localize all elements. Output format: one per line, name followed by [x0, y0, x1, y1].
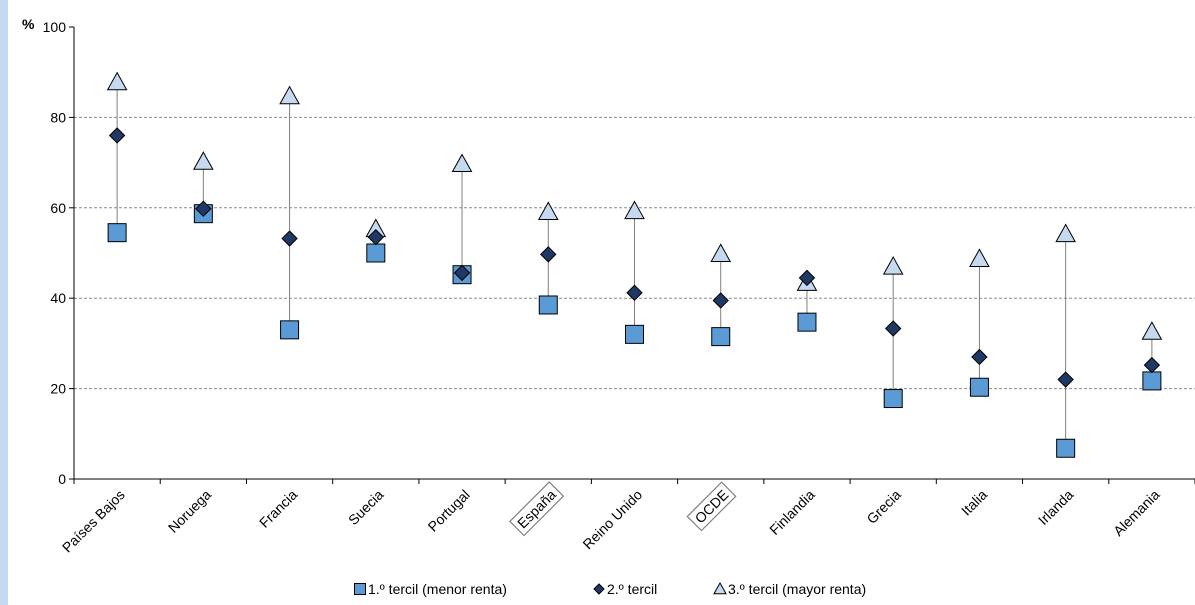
- category-label-group: Italia: [958, 486, 990, 518]
- data-point-triangle: [624, 200, 645, 220]
- category-highlight-box: [509, 481, 565, 537]
- y-tick-label: 40: [50, 290, 66, 306]
- data-point-triangle: [969, 248, 990, 267]
- data-point-diamond: [1057, 371, 1074, 388]
- data-point-square: [280, 320, 300, 340]
- y-tick-label: 0: [58, 471, 66, 487]
- data-point-diamond: [1143, 356, 1161, 374]
- category-label-group: Reino Unido: [579, 486, 645, 552]
- dumbbell-chart: 0 20 40 60 80 100 Países Bajos Noruega Francia S…: [22, 16, 1195, 597]
- data-point-triangle: [279, 85, 300, 105]
- data-point-triangle: [882, 256, 904, 275]
- category-label: Países Bajos: [59, 486, 128, 555]
- category-label-group: España: [509, 481, 565, 537]
- range-lines-layer: [116, 82, 1153, 449]
- data-point-triangle: [1141, 321, 1163, 340]
- y-tick-label: 100: [43, 19, 67, 35]
- data-point-square: [883, 389, 903, 409]
- y-tick-label: 20: [50, 381, 66, 397]
- data-point-square: [107, 223, 127, 243]
- data-point-triangle: [192, 151, 214, 170]
- category-label-group: Alemania: [1110, 486, 1163, 539]
- category-label-group: Francia: [256, 486, 300, 530]
- category-label: Noruega: [165, 486, 214, 535]
- category-label-group: OCDE: [686, 481, 737, 532]
- data-point-diamond: [281, 230, 298, 247]
- data-point-diamond: [971, 348, 988, 366]
- data-point-diamond: [626, 284, 643, 301]
- legend: 1.º tercil (menor renta) 2.º tercil 3.º te…: [354, 581, 866, 597]
- category-label-group: Grecia: [863, 486, 904, 527]
- data-point-triangle: [710, 243, 732, 263]
- data-point-square: [538, 295, 558, 315]
- data-point-square: [366, 243, 386, 263]
- data-point-diamond: [195, 200, 212, 217]
- data-point-triangle: [537, 201, 559, 220]
- category-label: Francia: [256, 486, 300, 530]
- category-label: España: [514, 486, 559, 531]
- x-axis-categories: Países Bajos Noruega Francia Suecia Portugal…: [59, 481, 1163, 556]
- data-point-triangle: [451, 153, 473, 173]
- category-label-group: Suecia: [345, 486, 387, 528]
- y-axis-unit-label: %: [22, 16, 35, 32]
- legend-marker-diamond: [593, 583, 605, 595]
- category-label-group: Portugal: [425, 486, 473, 534]
- y-axis-ticks: 0 20 40 60 80 100: [43, 19, 74, 487]
- category-label: Suecia: [345, 486, 387, 528]
- data-point-triangle: [1055, 223, 1077, 243]
- legend-label: 3.º tercil (mayor renta): [728, 581, 866, 597]
- category-label-group: Finlandia: [766, 486, 818, 538]
- category-label: Italia: [958, 486, 990, 518]
- category-label: Portugal: [425, 486, 473, 534]
- data-point-square: [1142, 371, 1162, 391]
- data-point-diamond: [453, 264, 471, 282]
- category-label: Alemania: [1110, 486, 1163, 539]
- category-label-group: Irlanda: [1035, 486, 1077, 528]
- data-point-triangle: [106, 71, 128, 91]
- data-point-diamond: [108, 127, 126, 144]
- category-label-group: Países Bajos: [59, 486, 128, 555]
- category-label: Finlandia: [766, 486, 818, 538]
- data-point-square: [797, 312, 817, 332]
- data-point-square: [625, 324, 644, 344]
- data-point-diamond: [798, 269, 816, 287]
- category-label: Grecia: [863, 486, 904, 527]
- markers-layer: [106, 71, 1163, 458]
- category-label-group: Noruega: [165, 486, 214, 535]
- data-point-square: [969, 377, 989, 397]
- data-point-square: [711, 327, 731, 347]
- legend-label: 1.º tercil (menor renta): [368, 581, 507, 597]
- data-point-diamond: [712, 292, 729, 309]
- data-point-diamond: [367, 228, 385, 246]
- category-highlight-box: [686, 481, 737, 532]
- category-label: Irlanda: [1035, 486, 1077, 528]
- legend-label: 2.º tercil: [607, 581, 657, 597]
- data-point-square: [1056, 438, 1076, 458]
- data-point-diamond: [884, 320, 902, 337]
- y-tick-label: 80: [50, 109, 66, 125]
- data-point-diamond: [540, 246, 557, 263]
- y-tick-label: 60: [50, 200, 66, 216]
- chart-area: 0 20 40 60 80 100 Países Bajos Noruega Francia S…: [8, 0, 1195, 605]
- legend-marker-square: [354, 583, 366, 595]
- legend-marker-triangle: [713, 581, 727, 595]
- category-label: Reino Unido: [579, 486, 645, 552]
